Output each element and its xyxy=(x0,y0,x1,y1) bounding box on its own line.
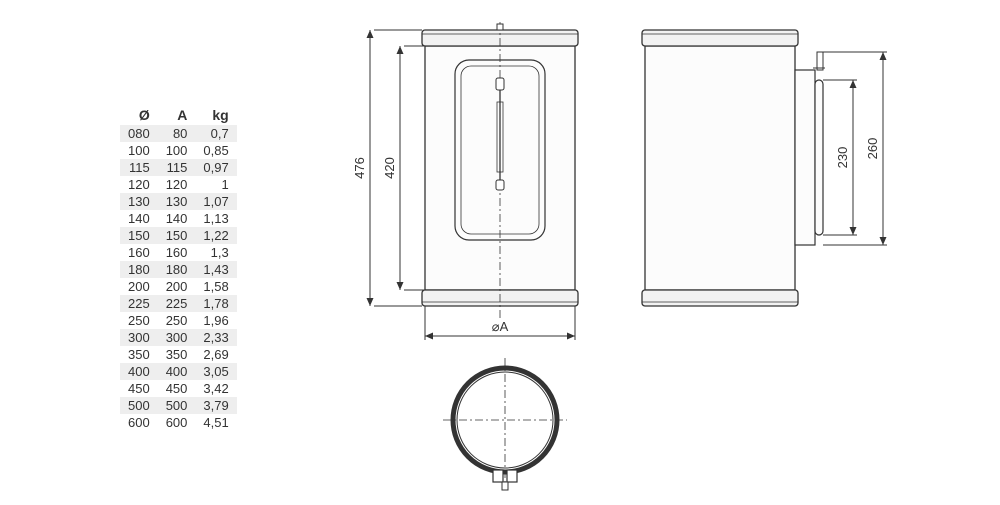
table-cell: 2,69 xyxy=(195,346,236,363)
table-row: 3503502,69 xyxy=(120,346,237,363)
table-cell: 120 xyxy=(158,176,196,193)
table-row: 3003002,33 xyxy=(120,329,237,346)
table-cell: 150 xyxy=(120,227,158,244)
table-cell: 1,43 xyxy=(195,261,236,278)
table-cell: 350 xyxy=(120,346,158,363)
table-cell: 0,7 xyxy=(195,125,236,142)
table-cell: 160 xyxy=(158,244,196,261)
table-cell: 1,07 xyxy=(195,193,236,210)
table-cell: 180 xyxy=(158,261,196,278)
table-cell: 180 xyxy=(120,261,158,278)
table-cell: 3,42 xyxy=(195,380,236,397)
spec-table-region: Ø A kg 080800,71001000,851151150,9712012… xyxy=(120,105,237,431)
table-cell: 120 xyxy=(120,176,158,193)
table-cell: 300 xyxy=(158,329,196,346)
table-cell: 080 xyxy=(120,125,158,142)
table-cell: 0,97 xyxy=(195,159,236,176)
spec-table-header-row: Ø A kg xyxy=(120,105,237,125)
drawing-svg: 476 420 ⌀A 230 260 xyxy=(345,0,1000,500)
table-row: 5005003,79 xyxy=(120,397,237,414)
table-cell: 1,96 xyxy=(195,312,236,329)
spec-table: Ø A kg 080800,71001000,851151150,9712012… xyxy=(120,105,237,431)
table-cell: 250 xyxy=(158,312,196,329)
table-cell: 600 xyxy=(158,414,196,431)
table-cell: 140 xyxy=(158,210,196,227)
table-cell: 3,05 xyxy=(195,363,236,380)
table-cell: 200 xyxy=(158,278,196,295)
table-row: 1001000,85 xyxy=(120,142,237,159)
table-cell: 115 xyxy=(120,159,158,176)
table-cell: 1,3 xyxy=(195,244,236,261)
table-cell: 0,85 xyxy=(195,142,236,159)
table-row: 1501501,22 xyxy=(120,227,237,244)
table-row: 1301301,07 xyxy=(120,193,237,210)
svg-text:⌀A: ⌀A xyxy=(492,319,509,334)
table-row: 1201201 xyxy=(120,176,237,193)
col-a: A xyxy=(158,105,196,125)
table-cell: 250 xyxy=(120,312,158,329)
table-row: 1801801,43 xyxy=(120,261,237,278)
svg-text:420: 420 xyxy=(382,157,397,179)
table-cell: 2,33 xyxy=(195,329,236,346)
table-row: 2002001,58 xyxy=(120,278,237,295)
table-cell: 100 xyxy=(120,142,158,159)
table-cell: 100 xyxy=(158,142,196,159)
table-cell: 400 xyxy=(158,363,196,380)
table-cell: 1 xyxy=(195,176,236,193)
table-row: 1601601,3 xyxy=(120,244,237,261)
col-diameter: Ø xyxy=(120,105,158,125)
svg-text:230: 230 xyxy=(835,147,850,169)
table-cell: 1,58 xyxy=(195,278,236,295)
table-cell: 600 xyxy=(120,414,158,431)
table-cell: 130 xyxy=(120,193,158,210)
table-row: 1401401,13 xyxy=(120,210,237,227)
table-cell: 300 xyxy=(120,329,158,346)
table-cell: 4,51 xyxy=(195,414,236,431)
svg-text:260: 260 xyxy=(865,138,880,160)
table-cell: 3,79 xyxy=(195,397,236,414)
table-row: 6006004,51 xyxy=(120,414,237,431)
table-cell: 450 xyxy=(120,380,158,397)
svg-text:476: 476 xyxy=(352,157,367,179)
table-cell: 150 xyxy=(158,227,196,244)
table-cell: 400 xyxy=(120,363,158,380)
table-cell: 200 xyxy=(120,278,158,295)
table-cell: 140 xyxy=(120,210,158,227)
table-cell: 450 xyxy=(158,380,196,397)
table-row: 4504503,42 xyxy=(120,380,237,397)
table-cell: 225 xyxy=(158,295,196,312)
table-row: 4004003,05 xyxy=(120,363,237,380)
table-cell: 1,13 xyxy=(195,210,236,227)
table-cell: 500 xyxy=(158,397,196,414)
table-row: 2502501,96 xyxy=(120,312,237,329)
table-row: 080800,7 xyxy=(120,125,237,142)
table-cell: 80 xyxy=(158,125,196,142)
table-cell: 350 xyxy=(158,346,196,363)
col-kg: kg xyxy=(195,105,236,125)
table-cell: 160 xyxy=(120,244,158,261)
table-cell: 500 xyxy=(120,397,158,414)
table-cell: 225 xyxy=(120,295,158,312)
table-row: 1151150,97 xyxy=(120,159,237,176)
table-cell: 130 xyxy=(158,193,196,210)
table-cell: 115 xyxy=(158,159,196,176)
table-cell: 1,78 xyxy=(195,295,236,312)
table-cell: 1,22 xyxy=(195,227,236,244)
technical-drawing: 476 420 ⌀A 230 260 xyxy=(345,0,1000,500)
table-row: 2252251,78 xyxy=(120,295,237,312)
